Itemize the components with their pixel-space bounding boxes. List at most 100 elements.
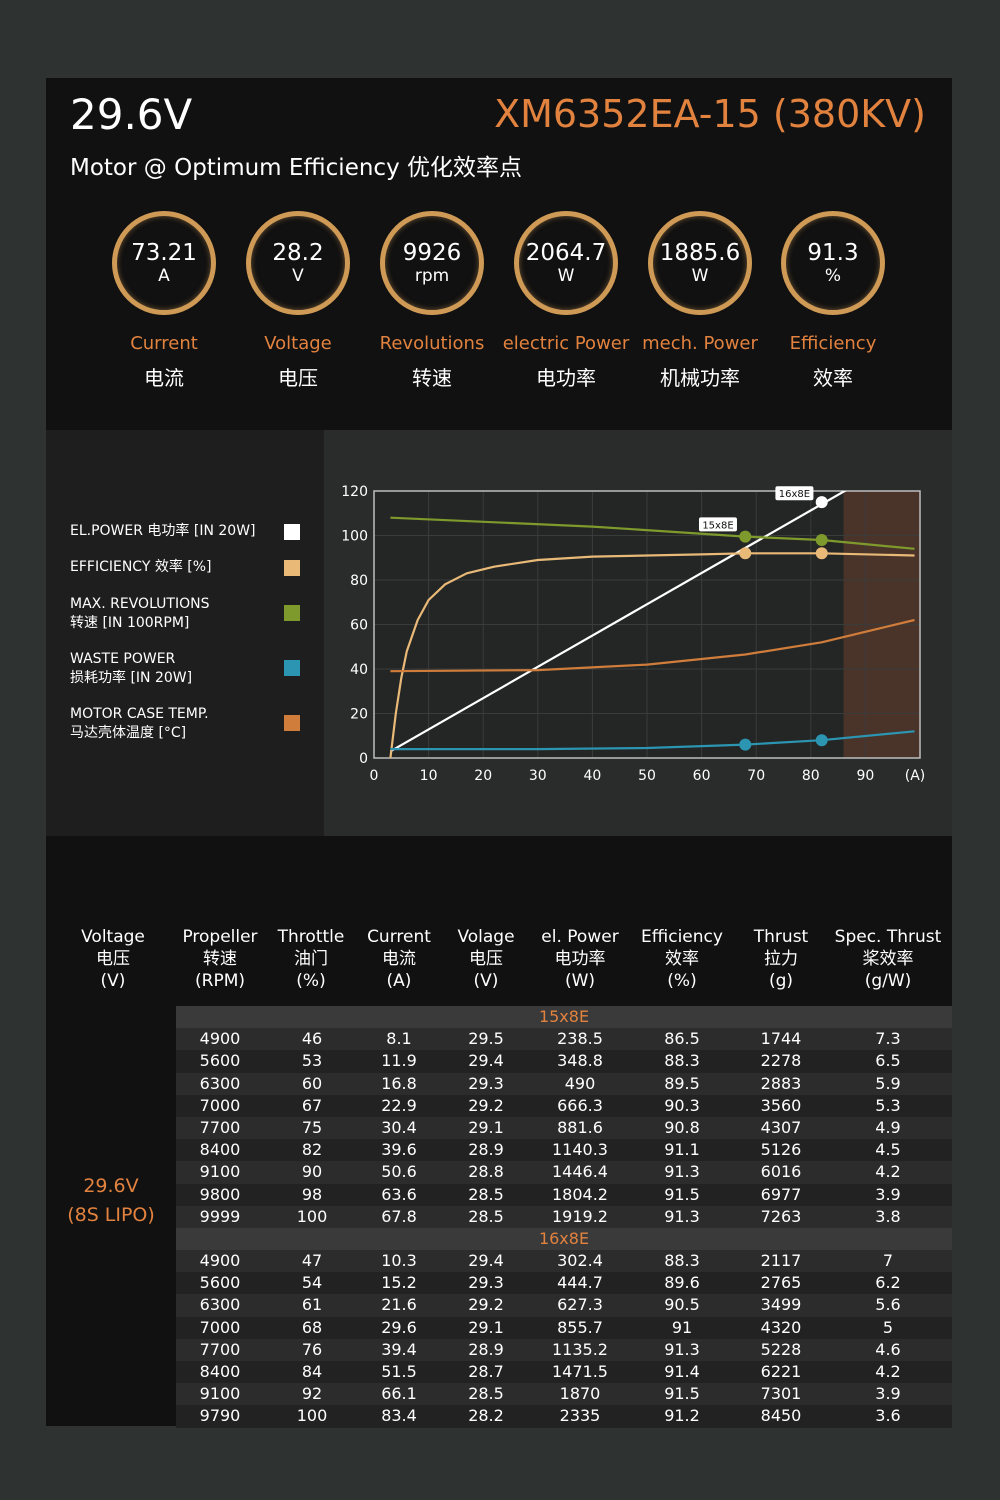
table-cell: 6.2 <box>875 1273 901 1293</box>
gauge: 91.3% Efficiency 效率 <box>766 211 900 391</box>
column-header-line: 电压 <box>96 949 130 969</box>
column-header: Volage 电压 (V) <box>426 926 546 992</box>
gauge-ring: 28.2 V <box>246 211 350 315</box>
table-cell: 3.9 <box>875 1384 901 1404</box>
column-header-line: (%) <box>667 971 697 991</box>
table-cell: 15.2 <box>381 1273 417 1293</box>
table-cell: 8400 <box>199 1362 241 1381</box>
column-header: el. Power 电功率 (W) <box>520 926 640 992</box>
separator-band <box>46 836 952 882</box>
table-cell: 7 <box>882 1251 894 1271</box>
column-header-line: el. Power <box>541 927 619 947</box>
table-cell: 98 <box>301 1184 323 1204</box>
gauge-ring: 91.3% <box>781 211 885 315</box>
table-cell: 91.3 <box>664 1162 700 1182</box>
column-header-line: (%) <box>296 971 326 991</box>
table-cell: 90.5 <box>664 1295 700 1315</box>
callout-label: 15x8E <box>702 520 733 531</box>
table-cell: 83.4 <box>381 1406 417 1426</box>
table-cell: 9999 <box>199 1206 241 1226</box>
y-tick-label: 120 <box>341 484 368 500</box>
y-tick-label: 80 <box>350 573 368 589</box>
column-header-line: Volage <box>457 927 515 947</box>
column-header-line: 电流 <box>382 949 416 969</box>
table-cell: 61 <box>301 1295 323 1315</box>
table-cell: 28.5 <box>468 1384 504 1404</box>
x-tick-label: 50 <box>638 768 656 784</box>
table-cell: 5.3 <box>875 1095 901 1115</box>
subtitle: Motor @ Optimum Efficiency 优化效率点 <box>70 155 522 181</box>
table-cell: 88.3 <box>664 1051 700 1071</box>
gauge-unit: rpm <box>414 266 450 286</box>
column-header-line: 电功率 <box>554 949 606 969</box>
table-cell: 28.8 <box>468 1162 504 1182</box>
table-cell: 5 <box>882 1317 894 1337</box>
performance-chart: 0 10 20 30 40 50 60 70 80 90 (A) 0 20 40 60 80 100 120 15x… <box>341 484 925 784</box>
legend-label: WASTE POWER <box>70 651 176 667</box>
y-tick-label: 60 <box>350 618 368 634</box>
gauge-value: 1885.6 <box>659 240 741 266</box>
table-cell: 28.5 <box>468 1206 504 1226</box>
callout-label: 16x8E <box>779 489 810 500</box>
column-header-line: Throttle <box>277 927 345 947</box>
column-header-line: Thrust <box>753 927 809 947</box>
table-cell: 9790 <box>199 1406 241 1426</box>
table-cell: 9100 <box>199 1162 241 1182</box>
table-cell: 4307 <box>760 1117 802 1137</box>
gauge-ring: 1885.6 W <box>648 211 752 315</box>
x-tick-label: 0 <box>370 768 379 784</box>
gauge-label-en: Revolutions <box>379 333 485 354</box>
table-cell: 6300 <box>199 1073 241 1093</box>
table-cell: 8400 <box>199 1140 241 1160</box>
table-cell: 6.5 <box>875 1051 901 1071</box>
table-cell: 91.5 <box>664 1184 700 1204</box>
table-cell: 91.3 <box>664 1339 700 1359</box>
table-cell: 28.2 <box>468 1406 504 1426</box>
table-cell: 9100 <box>199 1384 241 1404</box>
column-header-line: 转速 <box>203 949 237 969</box>
table-cell: 11.9 <box>381 1051 417 1071</box>
table-cell: 67.8 <box>381 1206 417 1226</box>
voltage-title: 29.6V <box>70 90 193 139</box>
table-cell: 5600 <box>199 1273 241 1293</box>
table-cell: 91 <box>671 1317 693 1337</box>
table-cell: 7301 <box>760 1384 802 1404</box>
series-waste <box>390 730 915 751</box>
table-cell: 1919.2 <box>552 1206 608 1226</box>
table-cell: 4.2 <box>875 1362 901 1381</box>
table-cell: 4900 <box>199 1251 241 1271</box>
table-cell: 3.9 <box>875 1184 901 1204</box>
column-header: Voltage 电压 (V) <box>53 926 173 992</box>
table-cell: 75 <box>301 1117 323 1137</box>
table-cell: 1140.3 <box>552 1140 608 1160</box>
table-cell: 7000 <box>199 1317 241 1337</box>
table-cell: 30.4 <box>381 1117 417 1137</box>
table-cell: 627.3 <box>557 1295 603 1315</box>
plot-frame <box>373 490 921 759</box>
table-row: 6300 60 16.8 29.3 490 89.5 2883 5.9 <box>176 1072 952 1095</box>
data-marker <box>815 734 828 747</box>
table-cell: 68 <box>301 1317 323 1337</box>
table-cell: 47 <box>301 1251 323 1271</box>
x-tick-label: 70 <box>747 768 765 784</box>
gauge-label-en: Voltage <box>264 333 332 354</box>
column-header-line: (V) <box>473 971 499 991</box>
gauge-label-cn: 电流 <box>144 366 184 390</box>
table-cell: 5600 <box>199 1051 241 1071</box>
x-tick-label: 40 <box>583 768 601 784</box>
legend-item: MOTOR CASE TEMP. 马达壳体温度 [°C] <box>70 705 209 743</box>
column-header-line: Voltage <box>81 927 145 947</box>
column-header: Efficiency 效率 (%) <box>622 926 742 992</box>
column-header: Current 电流 (A) <box>339 926 459 992</box>
table-cell: 6300 <box>199 1295 241 1315</box>
gauge: 9926 rpm Revolutions 转速 <box>365 211 499 391</box>
table-cell: 6016 <box>760 1162 802 1182</box>
legend-label: MAX. REVOLUTIONS <box>70 596 210 612</box>
legend-swatch <box>284 560 300 576</box>
table-cell: 6221 <box>760 1362 802 1381</box>
data-marker <box>815 496 828 509</box>
table-cell: 53 <box>301 1051 323 1071</box>
table-cell: 348.8 <box>557 1051 603 1071</box>
gauge-unit: % <box>824 266 842 286</box>
column-header: Spec. Thrust 桨效率 (g/W) <box>828 926 948 992</box>
